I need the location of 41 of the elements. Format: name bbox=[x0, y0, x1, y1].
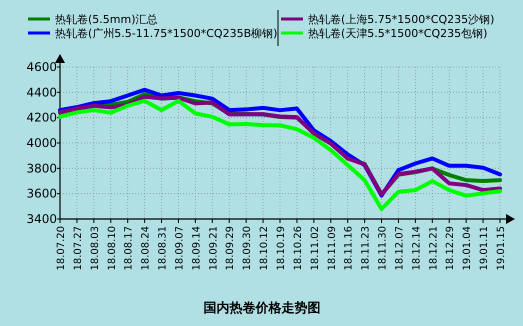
text: 国内热卷价格走势图 bbox=[204, 300, 320, 316]
x-tick-label: 18.10.19 bbox=[276, 226, 287, 271]
legend-label: 热轧卷(天津5.5*1500*CQ235包钢) bbox=[308, 27, 488, 40]
line-series bbox=[58, 98, 502, 211]
x-tick-label: 18.08.17 bbox=[124, 226, 135, 271]
legend-label: 热轧卷(上海5.75*1500*CQ235沙钢) bbox=[308, 13, 494, 26]
x-tick-label: 18.11.09 bbox=[326, 226, 338, 271]
x-tick-label: 19.01.11 bbox=[479, 226, 490, 271]
y-tick-label: 4000 bbox=[26, 136, 57, 150]
x-tick-label: 18.10.26 bbox=[292, 226, 304, 271]
x-tick-label: 18.09.21 bbox=[208, 226, 220, 271]
plot: 3400 3600 3800 4000 4200 4400 4600 18.07.20 18.07.27 18.08.03 18.08.10 18.08.17 18.08.24 18.08.31 18.09.07 18.09.14 18.09.21 18.09.29 18.09.30 18.10.12 18.10.19 18.10.26 18.11.02 18.11.09 18.11.16 18.11.23 18.11.30 18.12.07 18.12.14 18.12.21 18.12.29 19.01.04 19.01.11 19.01.15 bbox=[26, 57, 510, 271]
x-tick-label: 18.09.14 bbox=[191, 226, 202, 271]
x-tick-label: 18.08.03 bbox=[90, 226, 101, 271]
x-tick-label: 19.01.15 bbox=[496, 226, 507, 271]
x-tick-label: 18.12.07 bbox=[394, 226, 406, 271]
x-tick-label: 18.09.29 bbox=[225, 226, 236, 271]
x-tick-label: 18.08.24 bbox=[140, 226, 152, 271]
x-tick-label: 18.12.29 bbox=[445, 226, 456, 271]
x-tick-label: 18.11.16 bbox=[344, 226, 355, 271]
y-tick-label: 4200 bbox=[26, 110, 57, 125]
x-tick-label: 18.11.23 bbox=[360, 226, 372, 271]
x-tick-label: 19.01.04 bbox=[462, 226, 474, 271]
x-tick-label: 18.11.30 bbox=[378, 226, 389, 271]
y-tick-label: 4600 bbox=[26, 60, 57, 74]
x-tick-label: 18.07.20 bbox=[56, 226, 67, 271]
y-tick-label: 4400 bbox=[26, 85, 57, 100]
legend-label: 热轧卷(广州5.5-11.75*1500*CQ235B柳钢) bbox=[55, 27, 278, 40]
x-tick-label: 18.08.31 bbox=[158, 226, 169, 271]
x-tick-label: 18.09.07 bbox=[174, 226, 186, 271]
x-tick-label: 18.11.02 bbox=[310, 226, 321, 271]
x-tick-label: 18.07.27 bbox=[72, 226, 84, 271]
x-tick-label: 18.10.12 bbox=[259, 226, 270, 271]
y-tick-label: 3600 bbox=[26, 186, 57, 201]
x-tick-label: 18.12.21 bbox=[428, 226, 440, 271]
legend-label: 热轧卷(5.5mm)汇总 bbox=[55, 13, 158, 26]
y-tick-label: 3400 bbox=[26, 212, 57, 226]
x-tick-label: 18.09.30 bbox=[242, 226, 254, 271]
y-tick-label: 3800 bbox=[26, 161, 57, 176]
x-tick-label: 18.08.10 bbox=[106, 226, 118, 271]
x-tick-label: 18.12.14 bbox=[411, 226, 422, 271]
